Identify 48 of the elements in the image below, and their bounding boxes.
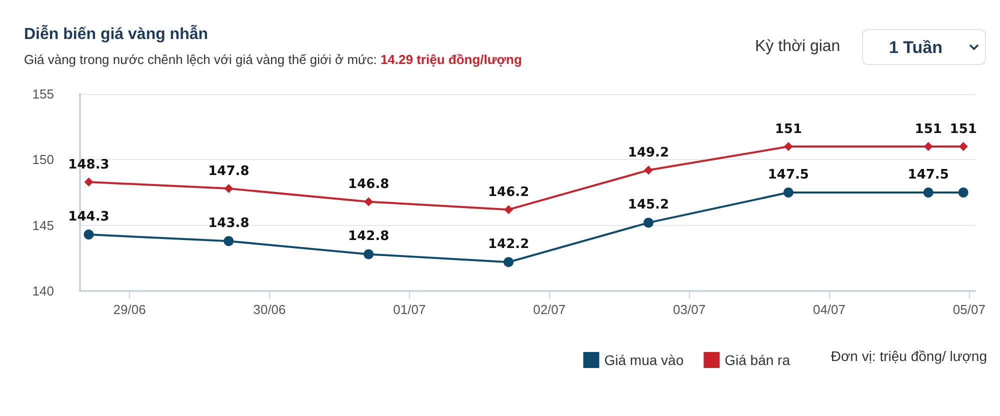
- dropdown: 1 Tuần: [862, 29, 986, 65]
- point: [923, 188, 934, 198]
- point: [924, 142, 933, 152]
- x-tick-label: 01/07: [393, 302, 426, 317]
- text: Đơn vị: triệu đồng/ lượng: [830, 348, 987, 364]
- text: Kỳ thời gian: [755, 38, 840, 56]
- x-tick-label: 05/07: [952, 302, 986, 317]
- text: 14.29 triệu đồng/lượng: [380, 52, 522, 67]
- point: [504, 205, 514, 214]
- data-label: 146.8: [348, 177, 390, 192]
- point: [504, 257, 514, 268]
- x-tick-label: 30/06: [253, 302, 286, 317]
- chart-title: Diễn biến giá vàng nhẫn: [24, 26, 208, 44]
- y-tick-label: 140: [32, 284, 54, 298]
- data-label: 146.2: [488, 185, 530, 200]
- point: [784, 142, 793, 152]
- data-label: 147.5: [768, 168, 809, 182]
- y-tick-label: 150: [32, 152, 54, 168]
- point: [643, 218, 654, 228]
- point: [224, 184, 234, 194]
- x-tick-label: 29/06: [113, 302, 146, 317]
- chart-subtitle: Giá vàng trong nước chênh lệch với giá vàng thế giới ở mức:: [24, 52, 377, 67]
- x-tick-label: 03/07: [673, 302, 706, 317]
- point: [364, 197, 374, 206]
- x-tick-label: 04/07: [812, 302, 846, 317]
- point: [364, 249, 374, 260]
- data-label: 142.8: [348, 229, 390, 244]
- point: [644, 166, 653, 175]
- data-label: 149.2: [628, 146, 670, 161]
- data-label: 147.5: [908, 168, 949, 182]
- legend-label: Giá bán ra: [724, 352, 790, 368]
- data-label: 144.3: [68, 210, 110, 225]
- data-label: 143.8: [208, 216, 250, 232]
- point: [84, 177, 94, 186]
- data-label: 151: [914, 122, 942, 138]
- point: [783, 188, 794, 198]
- point: [224, 236, 234, 246]
- y-tick-label: 155: [32, 86, 54, 102]
- data-label: 145.2: [628, 198, 670, 213]
- data-label: 147.8: [208, 164, 250, 180]
- y-tick-label: 145: [32, 218, 54, 233]
- x-tick-label: 02/07: [533, 302, 566, 317]
- legend-label: Giá mua vào: [604, 352, 684, 368]
- data-label: 151: [774, 122, 802, 138]
- point: [84, 230, 94, 240]
- data-label: 142.2: [488, 237, 530, 252]
- data-label: 151: [950, 122, 977, 138]
- data-label: 148.3: [68, 157, 110, 172]
